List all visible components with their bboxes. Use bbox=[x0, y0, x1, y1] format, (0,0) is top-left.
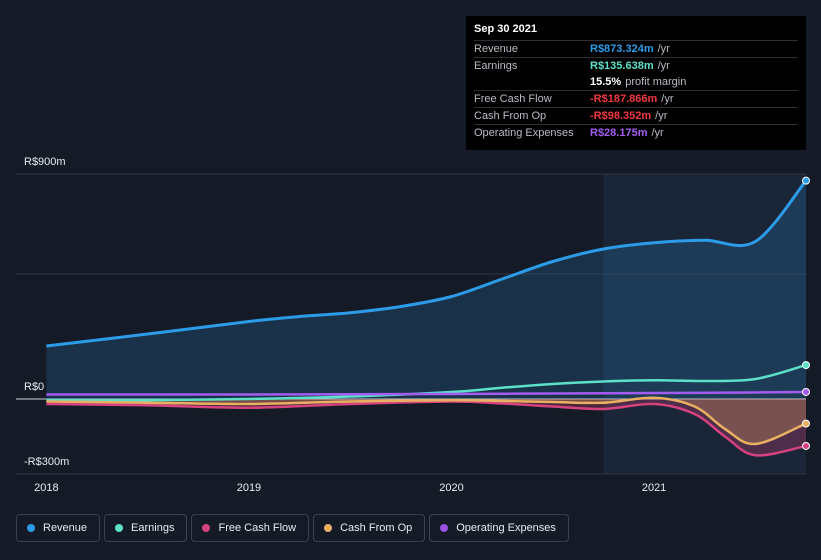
legend-dot-icon bbox=[324, 524, 333, 532]
tooltip-label: Free Cash Flow bbox=[474, 93, 552, 105]
legend-dot-icon bbox=[27, 524, 35, 532]
data-tooltip: Sep 30 2021 Revenue R$873.324m /yr Earni… bbox=[466, 16, 806, 150]
tooltip-row-revenue: Revenue R$873.324m /yr bbox=[474, 40, 798, 57]
legend-label: Revenue bbox=[43, 522, 88, 534]
tooltip-value: -R$187.866m bbox=[590, 93, 658, 105]
legend-dot-icon bbox=[202, 524, 211, 532]
tooltip-unit: /yr bbox=[657, 43, 670, 55]
legend-item-operating-expenses[interactable]: Operating Expenses bbox=[429, 514, 569, 542]
x-tick-label: 2021 bbox=[642, 482, 666, 494]
y-tick-label-bottom: -R$300m bbox=[24, 456, 70, 468]
legend-item-free-cash-flow[interactable]: Free Cash Flow bbox=[191, 514, 310, 542]
series-line-earnings bbox=[46, 363, 807, 402]
tooltip-unit: /yr bbox=[661, 93, 674, 105]
x-tick-label: 2018 bbox=[34, 482, 58, 494]
tooltip-unit: /yr bbox=[651, 127, 664, 139]
tooltip-unit: profit margin bbox=[625, 76, 687, 88]
tooltip-row-operating-expenses: Operating Expenses R$28.175m /yr bbox=[474, 124, 798, 141]
tooltip-value: 15.5% bbox=[590, 76, 622, 88]
tooltip-value: -R$98.352m bbox=[590, 110, 652, 122]
y-tick-label-top: R$900m bbox=[24, 156, 66, 168]
legend-label: Free Cash Flow bbox=[218, 522, 297, 534]
tooltip-row-earnings: Earnings R$135.638m /yr bbox=[474, 57, 798, 74]
tooltip-value: R$873.324m bbox=[590, 43, 654, 55]
legend-item-revenue[interactable]: Revenue bbox=[16, 514, 101, 542]
series-end-point-revenue bbox=[802, 176, 810, 185]
tooltip-value: R$28.175m bbox=[590, 127, 648, 139]
tooltip-label: Earnings bbox=[474, 60, 518, 72]
legend-label: Earnings bbox=[131, 522, 175, 534]
legend-label: Operating Expenses bbox=[456, 522, 556, 534]
series-end-point-free-cash-flow bbox=[802, 441, 810, 450]
tooltip-row-free-cash-flow: Free Cash Flow -R$187.866m /yr bbox=[474, 90, 798, 107]
legend-item-cash-from-op[interactable]: Cash From Op bbox=[313, 514, 426, 542]
tooltip-unit: /yr bbox=[657, 60, 670, 72]
legend-dot-icon bbox=[440, 524, 449, 532]
x-tick-label: 2019 bbox=[237, 482, 261, 494]
tooltip-row-cash-from-op: Cash From Op -R$98.352m /yr bbox=[474, 107, 798, 124]
y-tick-label-zero: R$0 bbox=[24, 381, 45, 393]
tooltip-value: R$135.638m bbox=[590, 60, 654, 72]
tooltip-date: Sep 30 2021 bbox=[474, 23, 537, 35]
series-line-revenue bbox=[46, 179, 808, 348]
tooltip-label: Operating Expenses bbox=[474, 127, 574, 139]
x-tick-label: 2020 bbox=[439, 482, 463, 494]
series-end-point-earnings bbox=[802, 361, 810, 370]
tooltip-unit: /yr bbox=[655, 110, 668, 122]
x-tick-labels: 2018 2019 2020 2021 bbox=[34, 482, 666, 494]
series-end-dots bbox=[802, 176, 810, 450]
tooltip-label: Revenue bbox=[474, 43, 519, 55]
tooltip-label bbox=[474, 74, 590, 90]
legend-label: Cash From Op bbox=[340, 522, 413, 534]
chart-legend: Revenue Earnings Free Cash Flow Cash Fro… bbox=[16, 514, 569, 542]
series-line-cash-from-op bbox=[46, 396, 807, 446]
series-end-point-operating-expenses bbox=[802, 387, 810, 396]
legend-item-earnings[interactable]: Earnings bbox=[104, 514, 188, 542]
tooltip-row-profit-margin: 15.5% profit margin bbox=[474, 74, 798, 90]
series-line-operating-expenses bbox=[46, 390, 807, 396]
series-area-revenue bbox=[46, 180, 806, 399]
tooltip-label: Cash From Op bbox=[474, 110, 547, 122]
series-line-free-cash-flow bbox=[46, 400, 807, 457]
series-end-point-cash-from-op bbox=[802, 419, 810, 428]
legend-dot-icon bbox=[115, 524, 124, 532]
series-lines bbox=[46, 179, 808, 457]
